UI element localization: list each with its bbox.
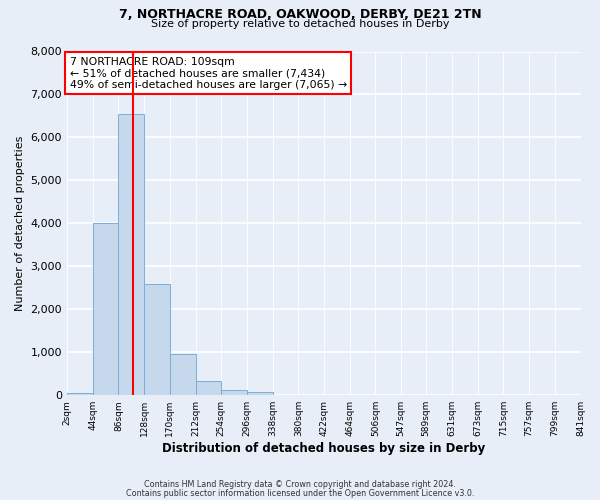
- Bar: [93, 224, 118, 395]
- Text: Contains HM Land Registry data © Crown copyright and database right 2024.: Contains HM Land Registry data © Crown c…: [144, 480, 456, 489]
- Y-axis label: Number of detached properties: Number of detached properties: [15, 136, 25, 311]
- Bar: [67, 393, 93, 395]
- X-axis label: Distribution of detached houses by size in Derby: Distribution of detached houses by size …: [162, 442, 485, 455]
- Bar: [118, 114, 144, 395]
- Text: 7, NORTHACRE ROAD, OAKWOOD, DERBY, DE21 2TN: 7, NORTHACRE ROAD, OAKWOOD, DERBY, DE21 …: [119, 8, 481, 20]
- Text: Contains public sector information licensed under the Open Government Licence v3: Contains public sector information licen…: [126, 488, 474, 498]
- Bar: [221, 390, 247, 395]
- Bar: [196, 382, 221, 395]
- Bar: [144, 284, 170, 395]
- Text: 7 NORTHACRE ROAD: 109sqm
← 51% of detached houses are smaller (7,434)
49% of sem: 7 NORTHACRE ROAD: 109sqm ← 51% of detach…: [70, 56, 347, 90]
- Bar: [247, 392, 272, 395]
- Bar: [170, 354, 196, 395]
- Text: Size of property relative to detached houses in Derby: Size of property relative to detached ho…: [151, 19, 449, 29]
